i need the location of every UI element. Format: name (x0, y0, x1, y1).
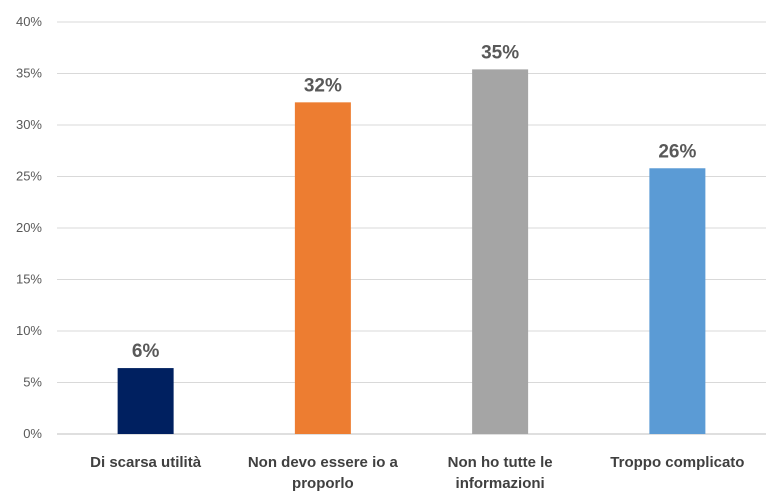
bar (117, 368, 174, 434)
y-tick-label: 40% (16, 14, 42, 29)
y-tick-label: 30% (16, 117, 42, 132)
bar (649, 168, 706, 434)
y-tick-label: 10% (16, 323, 42, 338)
data-labels: 6% 32% 35% 26% (132, 42, 697, 362)
data-label: 35% (481, 42, 519, 63)
y-axis: 0% 5% 10% 15% 20% 25% 30% 35% 40% (16, 14, 42, 441)
y-tick-label: 0% (23, 426, 42, 441)
bars (117, 69, 706, 434)
x-category-label: Non devo essere io a (248, 454, 399, 471)
x-category-label: proporlo (292, 475, 354, 492)
y-tick-label: 35% (16, 66, 42, 81)
y-tick-label: 15% (16, 272, 42, 287)
bar (294, 102, 351, 434)
y-tick-label: 25% (16, 169, 42, 184)
y-tick-label: 20% (16, 220, 42, 235)
y-tick-label: 5% (23, 375, 42, 390)
data-label: 6% (132, 341, 160, 362)
x-category-label: Di scarsa utilità (90, 454, 202, 471)
x-category-label: Troppo complicato (610, 454, 744, 471)
x-category-label: informazioni (456, 475, 545, 492)
x-category-label: Non ho tutte le (448, 454, 553, 471)
bar (472, 69, 529, 434)
x-axis: Di scarsa utilità Non devo essere io a pro… (90, 454, 744, 492)
gridlines (57, 21, 766, 435)
data-label: 26% (658, 141, 696, 162)
data-label: 32% (304, 75, 342, 96)
